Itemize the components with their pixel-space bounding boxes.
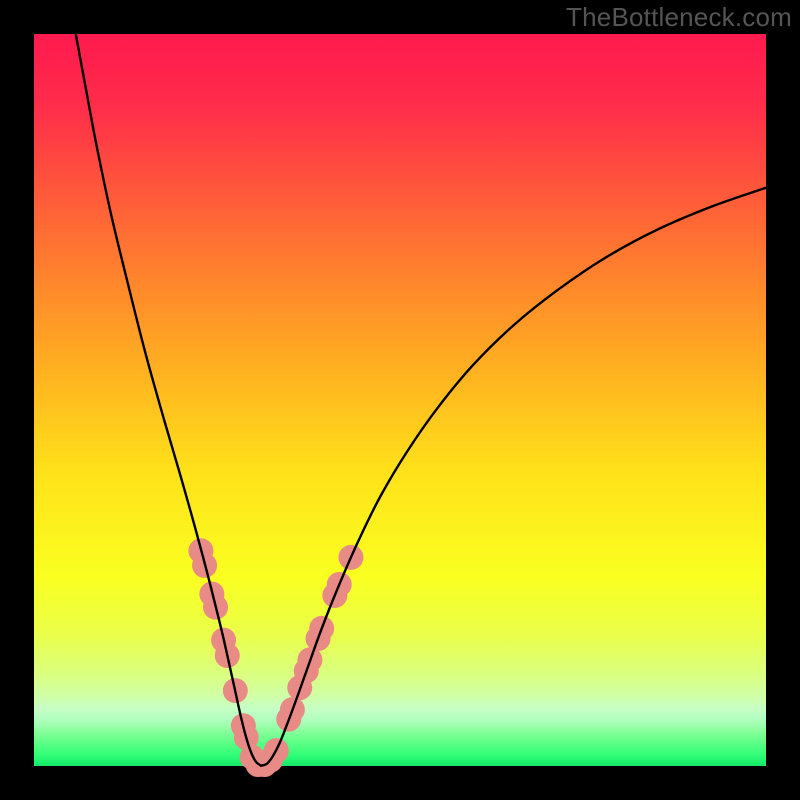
figure-root: TheBottleneck.com: [0, 0, 800, 800]
plot-area: [34, 34, 766, 766]
watermark-text: TheBottleneck.com: [566, 2, 792, 33]
chart-svg: [0, 0, 800, 800]
